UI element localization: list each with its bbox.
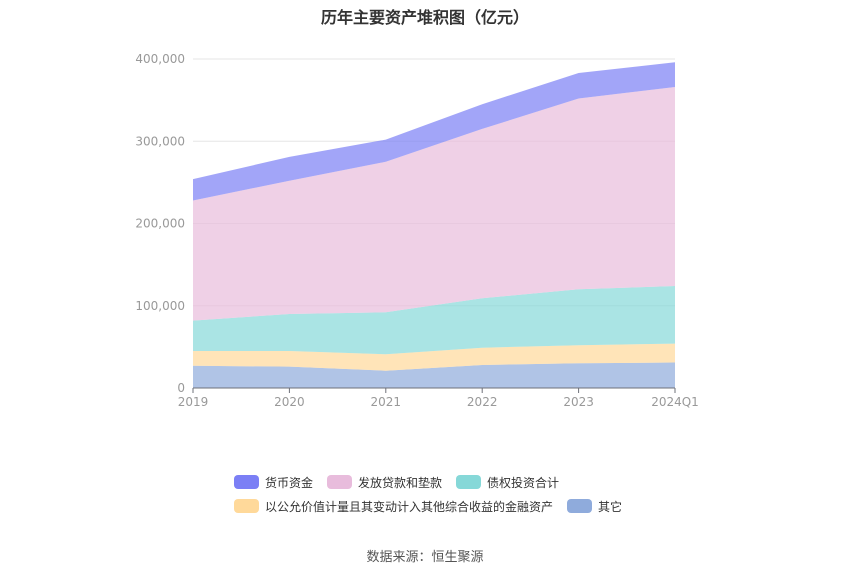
y-tick-label: 300,000 xyxy=(135,134,185,148)
legend-row-1: 货币资金 发放贷款和垫款 债权投资合计 xyxy=(234,470,714,494)
area-series[interactable] xyxy=(193,87,675,321)
legend-label-cash: 货币资金 xyxy=(265,475,314,490)
y-tick-label: 100,000 xyxy=(135,299,185,313)
y-tick-label: 400,000 xyxy=(135,52,185,66)
legend-label-debt-investments: 债权投资合计 xyxy=(487,475,560,490)
x-tick-label: 2019 xyxy=(178,395,209,409)
data-source: 数据来源：恒生聚源 xyxy=(366,550,484,565)
legend-item-fvoci[interactable]: 以公允价值计量且其变动计入其他综合收益的金融资产 xyxy=(234,498,553,515)
x-tick-label: 2022 xyxy=(467,395,498,409)
y-tick-label: 0 xyxy=(177,381,185,395)
area-layer xyxy=(193,62,675,388)
legend-swatch-other xyxy=(567,499,593,513)
x-tick-label: 2020 xyxy=(274,395,305,409)
legend-swatch-loans xyxy=(327,475,353,489)
legend-row-2: 以公允价值计量且其变动计入其他综合收益的金融资产 其它 xyxy=(234,494,714,518)
legend-swatch-fvoci xyxy=(234,499,259,513)
legend-label-loans: 发放贷款和垫款 xyxy=(358,475,443,490)
legend-label-other: 其它 xyxy=(598,499,623,514)
legend-swatch-cash xyxy=(234,475,259,489)
x-tick-label: 2023 xyxy=(563,395,594,409)
legend: 货币资金 发放贷款和垫款 债权投资合计 以公允价值计量且其变动计入其他综合收益的… xyxy=(234,470,714,518)
area-series[interactable] xyxy=(193,286,675,355)
legend-item-cash[interactable]: 货币资金 xyxy=(234,474,313,491)
area-series[interactable] xyxy=(193,343,675,371)
area-series[interactable] xyxy=(193,62,675,201)
axis-layer: 0 100,000 200,000 300,000 400,000 2019 2020 202… xyxy=(135,52,698,409)
legend-label-fvoci: 以公允价值计量且其变动计入其他综合收益的金融资产 xyxy=(265,499,554,514)
y-tick-label: 200,000 xyxy=(135,217,185,231)
area-series[interactable] xyxy=(193,362,675,389)
chart-title: 历年主要资产堆积图（亿元） xyxy=(320,8,529,27)
legend-swatch-debt-investments xyxy=(456,475,482,489)
x-tick-label: 2024Q1 xyxy=(651,395,699,409)
legend-item-other[interactable]: 其它 xyxy=(567,498,622,515)
legend-item-debt-investments[interactable]: 债权投资合计 xyxy=(456,474,559,491)
x-tick-label: 2021 xyxy=(371,395,402,409)
legend-item-loans[interactable]: 发放贷款和垫款 xyxy=(327,474,442,491)
